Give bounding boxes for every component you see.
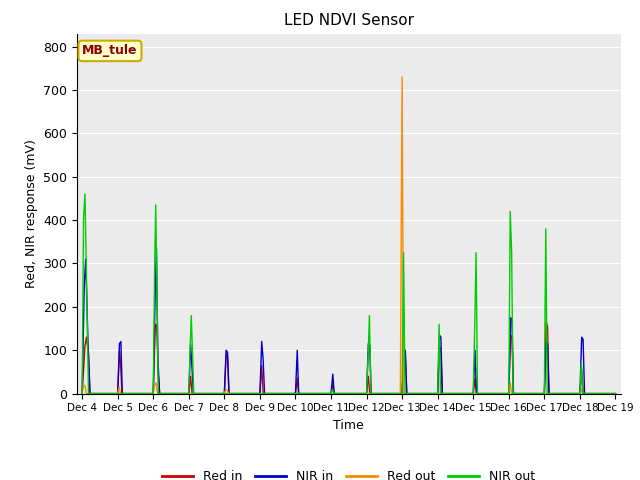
Legend: Red in, NIR in, Red out, NIR out: Red in, NIR in, Red out, NIR out: [157, 465, 541, 480]
Title: LED NDVI Sensor: LED NDVI Sensor: [284, 13, 414, 28]
Text: MB_tule: MB_tule: [82, 44, 138, 58]
X-axis label: Time: Time: [333, 419, 364, 432]
Y-axis label: Red, NIR response (mV): Red, NIR response (mV): [24, 139, 38, 288]
